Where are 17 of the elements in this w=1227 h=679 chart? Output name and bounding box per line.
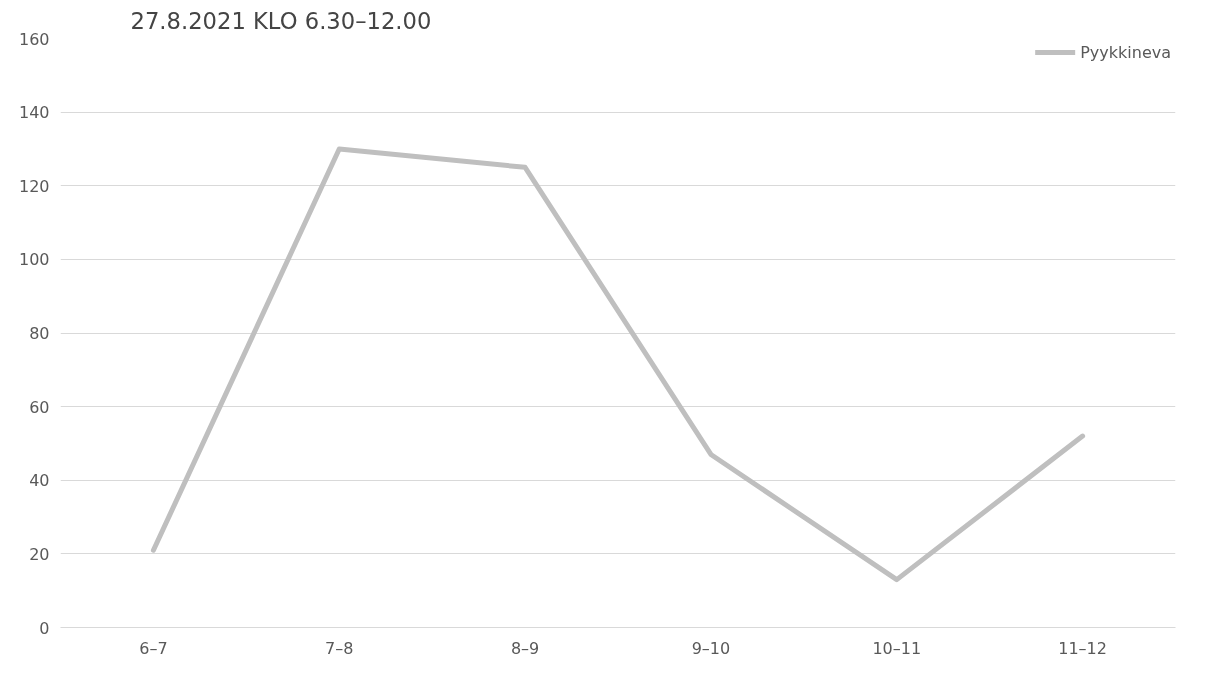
y-tick-label: 60	[29, 397, 50, 417]
x-tick-label: 9–10	[691, 638, 731, 658]
chart-title: 27.8.2021 KLO 6.30–12.00	[130, 7, 432, 34]
y-tick-label: 40	[29, 471, 50, 491]
y-tick-label: 20	[29, 544, 50, 564]
x-tick-label: 7–8	[325, 638, 354, 658]
y-tick-label: 0	[39, 618, 50, 638]
x-tick-label: 6–7	[139, 638, 168, 658]
y-tick-label: 100	[18, 250, 50, 270]
y-tick-label: 160	[18, 29, 50, 49]
legend-label: Pyykkineva	[1080, 42, 1171, 62]
x-tick-label: 10–11	[872, 638, 922, 658]
y-tick-label: 140	[18, 103, 50, 123]
y-tick-label: 120	[18, 176, 50, 196]
y-tick-label: 80	[29, 324, 50, 343]
x-tick-label: 8–9	[510, 638, 540, 658]
x-tick-label: 11–12	[1058, 638, 1107, 658]
